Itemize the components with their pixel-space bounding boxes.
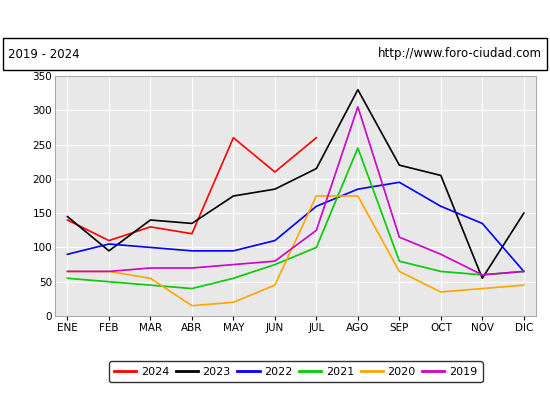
Legend: 2024, 2023, 2022, 2021, 2020, 2019: 2024, 2023, 2022, 2021, 2020, 2019 [108,361,483,382]
Text: 2019 - 2024: 2019 - 2024 [8,48,80,60]
Text: Evolucion Nº Turistas Extranjeros en el municipio de Olocau: Evolucion Nº Turistas Extranjeros en el … [56,10,494,26]
Text: http://www.foro-ciudad.com: http://www.foro-ciudad.com [378,48,542,60]
